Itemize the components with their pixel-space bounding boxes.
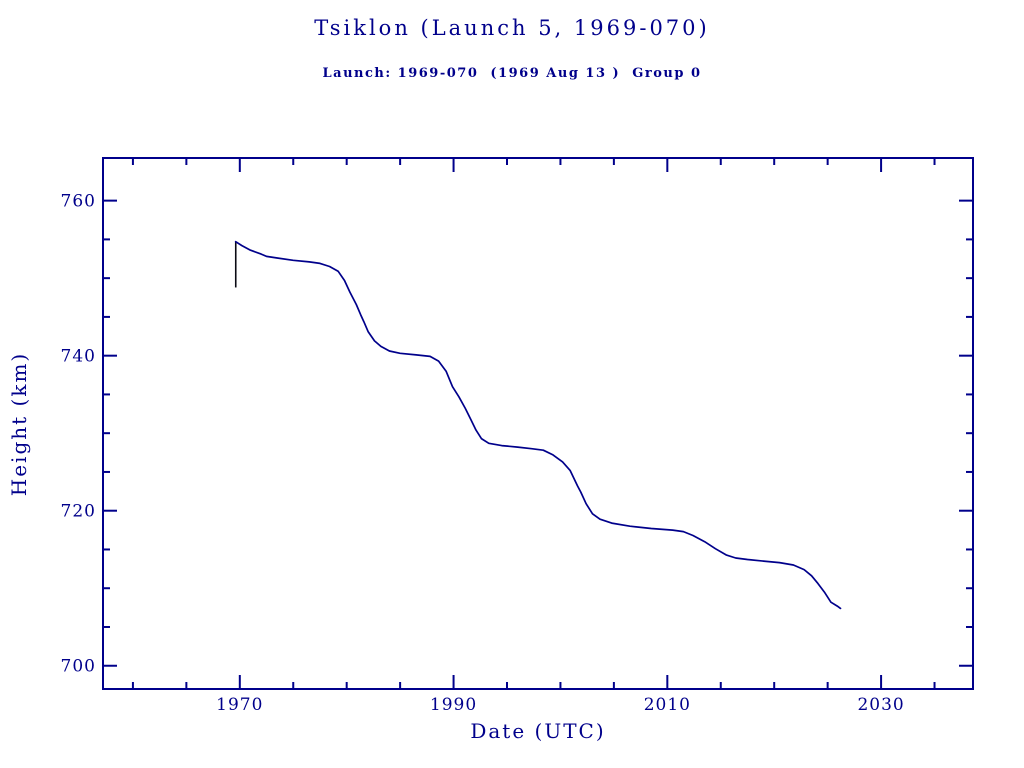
x-tick-label: 2010 bbox=[644, 695, 691, 715]
y-tick-label: 720 bbox=[61, 502, 96, 522]
y-tick-label: 700 bbox=[61, 657, 96, 677]
y-axis-label: Height (km) bbox=[7, 351, 31, 497]
y-axis-ticks bbox=[103, 199, 973, 667]
chart-title: Tsiklon (Launch 5, 1969-070) bbox=[314, 16, 710, 40]
x-axis-label: Date (UTC) bbox=[470, 719, 606, 743]
x-tick-label: 2030 bbox=[857, 695, 904, 715]
x-tick-label: 1970 bbox=[216, 695, 263, 715]
y-tick-label: 760 bbox=[61, 192, 96, 212]
x-axis-ticks bbox=[131, 158, 936, 689]
plot-box bbox=[102, 157, 974, 690]
tick-labels: 1970 1990 2010 2030 700 720 740 760 bbox=[61, 192, 904, 715]
chart-subtitle: Launch: 1969-070 (1969 Aug 13 ) Group 0 bbox=[322, 66, 702, 81]
y-tick-label: 740 bbox=[61, 347, 96, 367]
x-tick-label: 1990 bbox=[430, 695, 477, 715]
height-series-line bbox=[234, 240, 842, 610]
